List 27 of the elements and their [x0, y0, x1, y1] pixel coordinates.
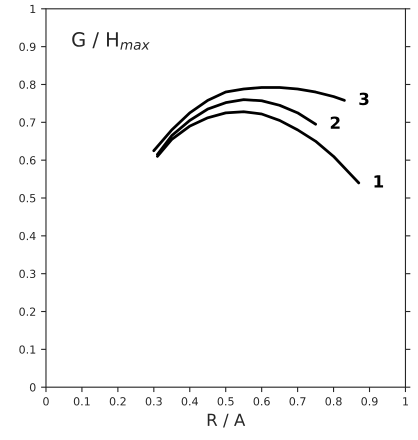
y-tick-label: 0.1: [19, 345, 36, 354]
y-tick-label: 0.8: [19, 80, 36, 89]
series-label: 1: [374, 175, 384, 188]
y-tick-label: 0: [30, 383, 36, 392]
x-tick-label: 1: [403, 397, 408, 406]
x-axis-title: R / A: [208, 414, 246, 428]
x-tick-label: 0.8: [325, 397, 342, 406]
y-tick-label: 0.3: [19, 270, 36, 278]
x-tick-label: 0.5: [218, 397, 234, 406]
series-label: 2: [330, 116, 340, 129]
x-tick-label: 0.1: [74, 397, 90, 406]
y-tick-label: 0.9: [19, 42, 36, 52]
y-tick-label: 0.4: [19, 232, 36, 240]
y-tick-label: 0.6: [19, 156, 36, 165]
x-tick-label: 0.2: [110, 397, 126, 406]
y-tick-label: 0.2: [19, 307, 36, 316]
x-tick-label: 0.3: [146, 397, 162, 406]
x-tick-label: 0: [43, 397, 49, 406]
y-tick-label: 0.7: [19, 118, 36, 127]
y-tick-label: 0.5: [19, 194, 36, 202]
x-tick-label: 0.6: [254, 397, 270, 406]
x-tick-label: 0.7: [290, 397, 306, 406]
y-tick-label: 1: [30, 4, 36, 14]
series-label: 3: [359, 92, 369, 106]
x-tick-label: 0.4: [182, 397, 198, 406]
annotation: G / H$_{max}$: [72, 32, 150, 50]
x-tick-label: 0.9: [361, 397, 378, 406]
